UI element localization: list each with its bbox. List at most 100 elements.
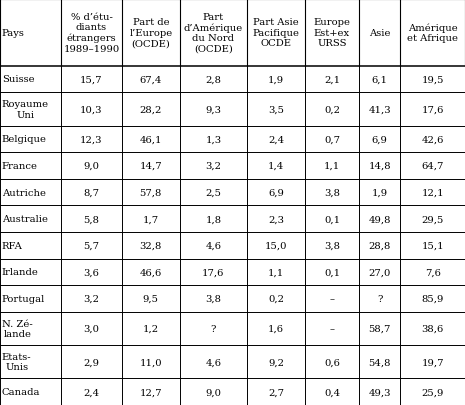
Text: Australie: Australie: [2, 215, 48, 224]
Text: 27,0: 27,0: [369, 268, 391, 277]
Text: 1,9: 1,9: [372, 188, 388, 197]
Text: 6,9: 6,9: [268, 188, 284, 197]
Text: RFA: RFA: [2, 241, 23, 250]
Text: 2,9: 2,9: [83, 357, 100, 367]
Text: 28,2: 28,2: [140, 105, 162, 114]
Text: 9,0: 9,0: [206, 387, 221, 396]
Text: 2,8: 2,8: [206, 75, 221, 84]
Text: 19,5: 19,5: [421, 75, 444, 84]
Text: 12,3: 12,3: [80, 135, 103, 144]
Text: 46,6: 46,6: [140, 268, 162, 277]
Text: ?: ?: [211, 324, 216, 333]
Text: % d’étu-
diants
étrangers
1989–1990: % d’étu- diants étrangers 1989–1990: [63, 13, 120, 53]
Text: Belgique: Belgique: [2, 135, 47, 144]
Text: 1,4: 1,4: [268, 162, 284, 171]
Text: 41,3: 41,3: [368, 105, 391, 114]
Text: 17,6: 17,6: [202, 268, 225, 277]
Text: 9,3: 9,3: [206, 105, 221, 114]
Text: Pays: Pays: [2, 29, 25, 38]
Text: Autriche: Autriche: [2, 188, 46, 197]
Text: Part Asie
Pacifique
OCDE: Part Asie Pacifique OCDE: [252, 18, 299, 48]
Text: Irlande: Irlande: [2, 268, 39, 277]
Text: 2,4: 2,4: [83, 387, 100, 396]
Text: 1,6: 1,6: [268, 324, 284, 333]
Text: 3,6: 3,6: [84, 268, 100, 277]
Text: 2,5: 2,5: [206, 188, 221, 197]
Text: 54,8: 54,8: [368, 357, 391, 367]
Text: 49,3: 49,3: [368, 387, 391, 396]
Text: 64,7: 64,7: [421, 162, 444, 171]
Text: Suisse: Suisse: [2, 75, 34, 84]
Text: Amérique
et Afrique: Amérique et Afrique: [407, 23, 458, 43]
Text: 1,2: 1,2: [143, 324, 159, 333]
Text: 1,8: 1,8: [206, 215, 221, 224]
Text: 0,7: 0,7: [324, 135, 340, 144]
Text: 38,6: 38,6: [422, 324, 444, 333]
Text: Etats-
Unis: Etats- Unis: [2, 352, 32, 371]
Text: 2,1: 2,1: [324, 75, 340, 84]
Text: 58,7: 58,7: [369, 324, 391, 333]
Text: 17,6: 17,6: [421, 105, 444, 114]
Text: 0,2: 0,2: [324, 105, 340, 114]
Text: 8,7: 8,7: [83, 188, 100, 197]
Text: ?: ?: [377, 294, 382, 303]
Text: 9,5: 9,5: [143, 294, 159, 303]
Text: N. Zé-
lande: N. Zé- lande: [2, 319, 33, 338]
Text: 3,2: 3,2: [206, 162, 221, 171]
Text: 32,8: 32,8: [140, 241, 162, 250]
Text: 12,7: 12,7: [140, 387, 162, 396]
Text: –: –: [330, 324, 334, 333]
Text: France: France: [2, 162, 38, 171]
Text: 15,0: 15,0: [265, 241, 287, 250]
Text: Portugal: Portugal: [2, 294, 45, 303]
Text: 49,8: 49,8: [368, 215, 391, 224]
Text: 12,1: 12,1: [421, 188, 444, 197]
Text: 14,8: 14,8: [368, 162, 391, 171]
Text: 5,8: 5,8: [83, 215, 100, 224]
Text: 6,1: 6,1: [372, 75, 388, 84]
Text: 0,6: 0,6: [324, 357, 340, 367]
Text: Part
d’Amérique
du Nord
(OCDE): Part d’Amérique du Nord (OCDE): [184, 13, 243, 53]
Text: Royaume
Uni: Royaume Uni: [2, 100, 49, 119]
Text: 42,6: 42,6: [421, 135, 444, 144]
Text: 1,9: 1,9: [268, 75, 284, 84]
Text: 85,9: 85,9: [421, 294, 444, 303]
Text: 28,8: 28,8: [369, 241, 391, 250]
Text: 9,2: 9,2: [268, 357, 284, 367]
Text: 0,2: 0,2: [268, 294, 284, 303]
Text: 25,9: 25,9: [421, 387, 444, 396]
Text: 46,1: 46,1: [140, 135, 162, 144]
Text: 1,7: 1,7: [143, 215, 159, 224]
Text: 0,1: 0,1: [324, 215, 340, 224]
Text: 3,2: 3,2: [83, 294, 100, 303]
Text: 0,1: 0,1: [324, 268, 340, 277]
Text: 6,9: 6,9: [372, 135, 388, 144]
Text: 9,0: 9,0: [83, 162, 100, 171]
Text: 2,7: 2,7: [268, 387, 284, 396]
Text: 5,7: 5,7: [83, 241, 100, 250]
Text: 3,0: 3,0: [83, 324, 100, 333]
Text: 7,6: 7,6: [425, 268, 441, 277]
Text: 0,4: 0,4: [324, 387, 340, 396]
Text: Asie: Asie: [369, 29, 391, 38]
Text: 3,8: 3,8: [324, 188, 340, 197]
Text: 3,8: 3,8: [206, 294, 221, 303]
Text: 57,8: 57,8: [140, 188, 162, 197]
Text: 2,3: 2,3: [268, 215, 284, 224]
Text: 4,6: 4,6: [206, 357, 221, 367]
Text: 4,6: 4,6: [206, 241, 221, 250]
Text: –: –: [330, 294, 334, 303]
Text: 10,3: 10,3: [80, 105, 103, 114]
Text: 1,3: 1,3: [206, 135, 221, 144]
Text: 14,7: 14,7: [140, 162, 162, 171]
Text: 19,7: 19,7: [421, 357, 444, 367]
Text: 15,7: 15,7: [80, 75, 103, 84]
Text: Europe
Est+ex
URSS: Europe Est+ex URSS: [313, 18, 351, 48]
Text: 67,4: 67,4: [140, 75, 162, 84]
Text: 3,8: 3,8: [324, 241, 340, 250]
Text: 29,5: 29,5: [421, 215, 444, 224]
Text: 1,1: 1,1: [324, 162, 340, 171]
Text: 2,4: 2,4: [268, 135, 284, 144]
Text: Canada: Canada: [2, 387, 40, 396]
Text: 11,0: 11,0: [140, 357, 162, 367]
